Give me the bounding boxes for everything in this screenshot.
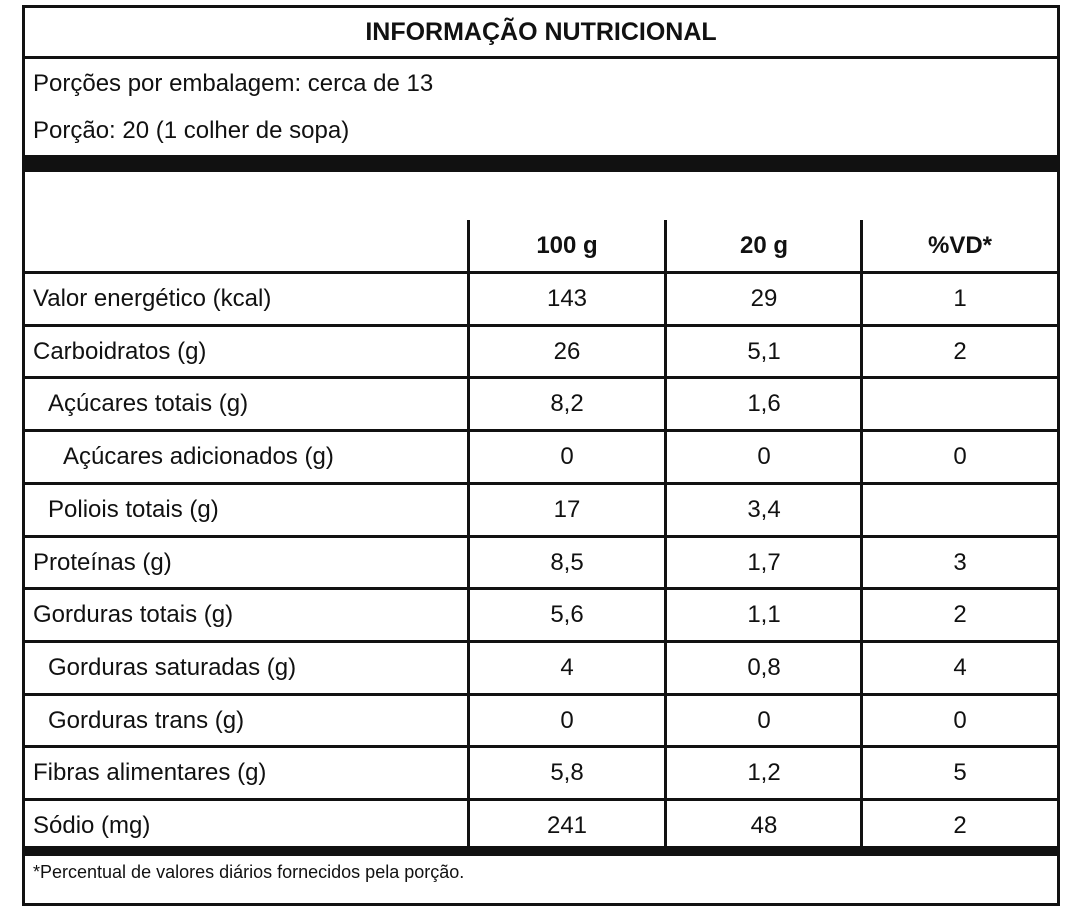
cell-value: 4 — [953, 653, 967, 681]
column-header: %VD* — [927, 232, 993, 259]
row-divider — [22, 798, 1060, 801]
servings: Porções por embalagem: cerca de 13 — [33, 70, 434, 97]
cell-value: 0 — [953, 443, 967, 471]
column-header: 20 g — [739, 232, 789, 259]
footnote: *Percentual de valores diários fornecido… — [33, 862, 465, 882]
row-label: Carboidratos (g) — [33, 337, 207, 365]
cell-value: 4 — [560, 653, 574, 681]
cell-value: 0 — [953, 706, 967, 734]
outer-border — [22, 5, 1060, 906]
cell-value: 1,2 — [747, 759, 781, 787]
cell-value: 5,6 — [550, 601, 584, 629]
row-label: Proteínas (g) — [33, 548, 172, 576]
portion: Porção: 20 (1 colher de sopa) — [33, 117, 350, 144]
divider — [22, 56, 1060, 59]
cell-value: 26 — [553, 337, 581, 365]
cell-value: 2 — [953, 337, 967, 365]
cell-value: 3 — [953, 548, 967, 576]
row-divider — [22, 639, 1060, 643]
column-header: 100 g — [536, 232, 598, 259]
row-divider — [22, 587, 1060, 591]
cell-value: 0 — [560, 706, 574, 734]
row-divider — [22, 429, 1060, 433]
cell-value: 3,4 — [747, 495, 781, 523]
row-divider — [22, 692, 1060, 696]
cell-value: 48 — [750, 812, 778, 839]
cell-value: 5,1 — [747, 337, 781, 365]
row-label: Valor energético (kcal) — [33, 285, 272, 312]
cell-value: 1,7 — [747, 548, 781, 576]
row-divider — [22, 745, 1060, 749]
row-label: Gorduras trans (g) — [48, 706, 245, 734]
cell-value: 143 — [546, 285, 588, 312]
cell-value: 1,1 — [747, 601, 781, 629]
cell-value: 29 — [750, 285, 778, 312]
cell-value: 8,2 — [550, 390, 584, 418]
cell-value: 8,5 — [550, 548, 584, 576]
thick-bar — [22, 846, 1060, 856]
cell-value: 0,8 — [747, 653, 781, 681]
row-label: Açúcares adicionados (g) — [63, 443, 334, 471]
cell-value: 1 — [953, 285, 967, 312]
cell-value: 0 — [757, 443, 771, 471]
thick-bar — [22, 155, 1060, 172]
cell-value: 17 — [553, 495, 581, 523]
cell-value: 241 — [546, 812, 588, 839]
row-label: Gorduras saturadas (g) — [48, 653, 297, 681]
row-divider — [22, 271, 1060, 274]
row-label: Gorduras totais (g) — [33, 601, 234, 629]
row-divider — [22, 376, 1060, 380]
row-label: Açúcares totais (g) — [48, 390, 249, 418]
cell-value: 5,8 — [550, 759, 584, 787]
row-divider — [22, 534, 1060, 538]
row-divider — [22, 323, 1060, 327]
cell-value: 1,6 — [747, 390, 781, 418]
cell-value: 0 — [757, 706, 771, 734]
cell-value: 0 — [560, 443, 574, 471]
row-label: Fibras alimentares (g) — [33, 759, 267, 787]
row-divider — [22, 481, 1060, 485]
row-label: Sódio (mg) — [33, 812, 151, 839]
title: INFORMAÇÃO NUTRICIONAL — [365, 18, 717, 46]
cell-value: 2 — [953, 812, 967, 839]
row-label: Poliois totais (g) — [48, 495, 219, 523]
cell-value: 5 — [953, 759, 967, 787]
cell-value: 2 — [953, 601, 967, 629]
